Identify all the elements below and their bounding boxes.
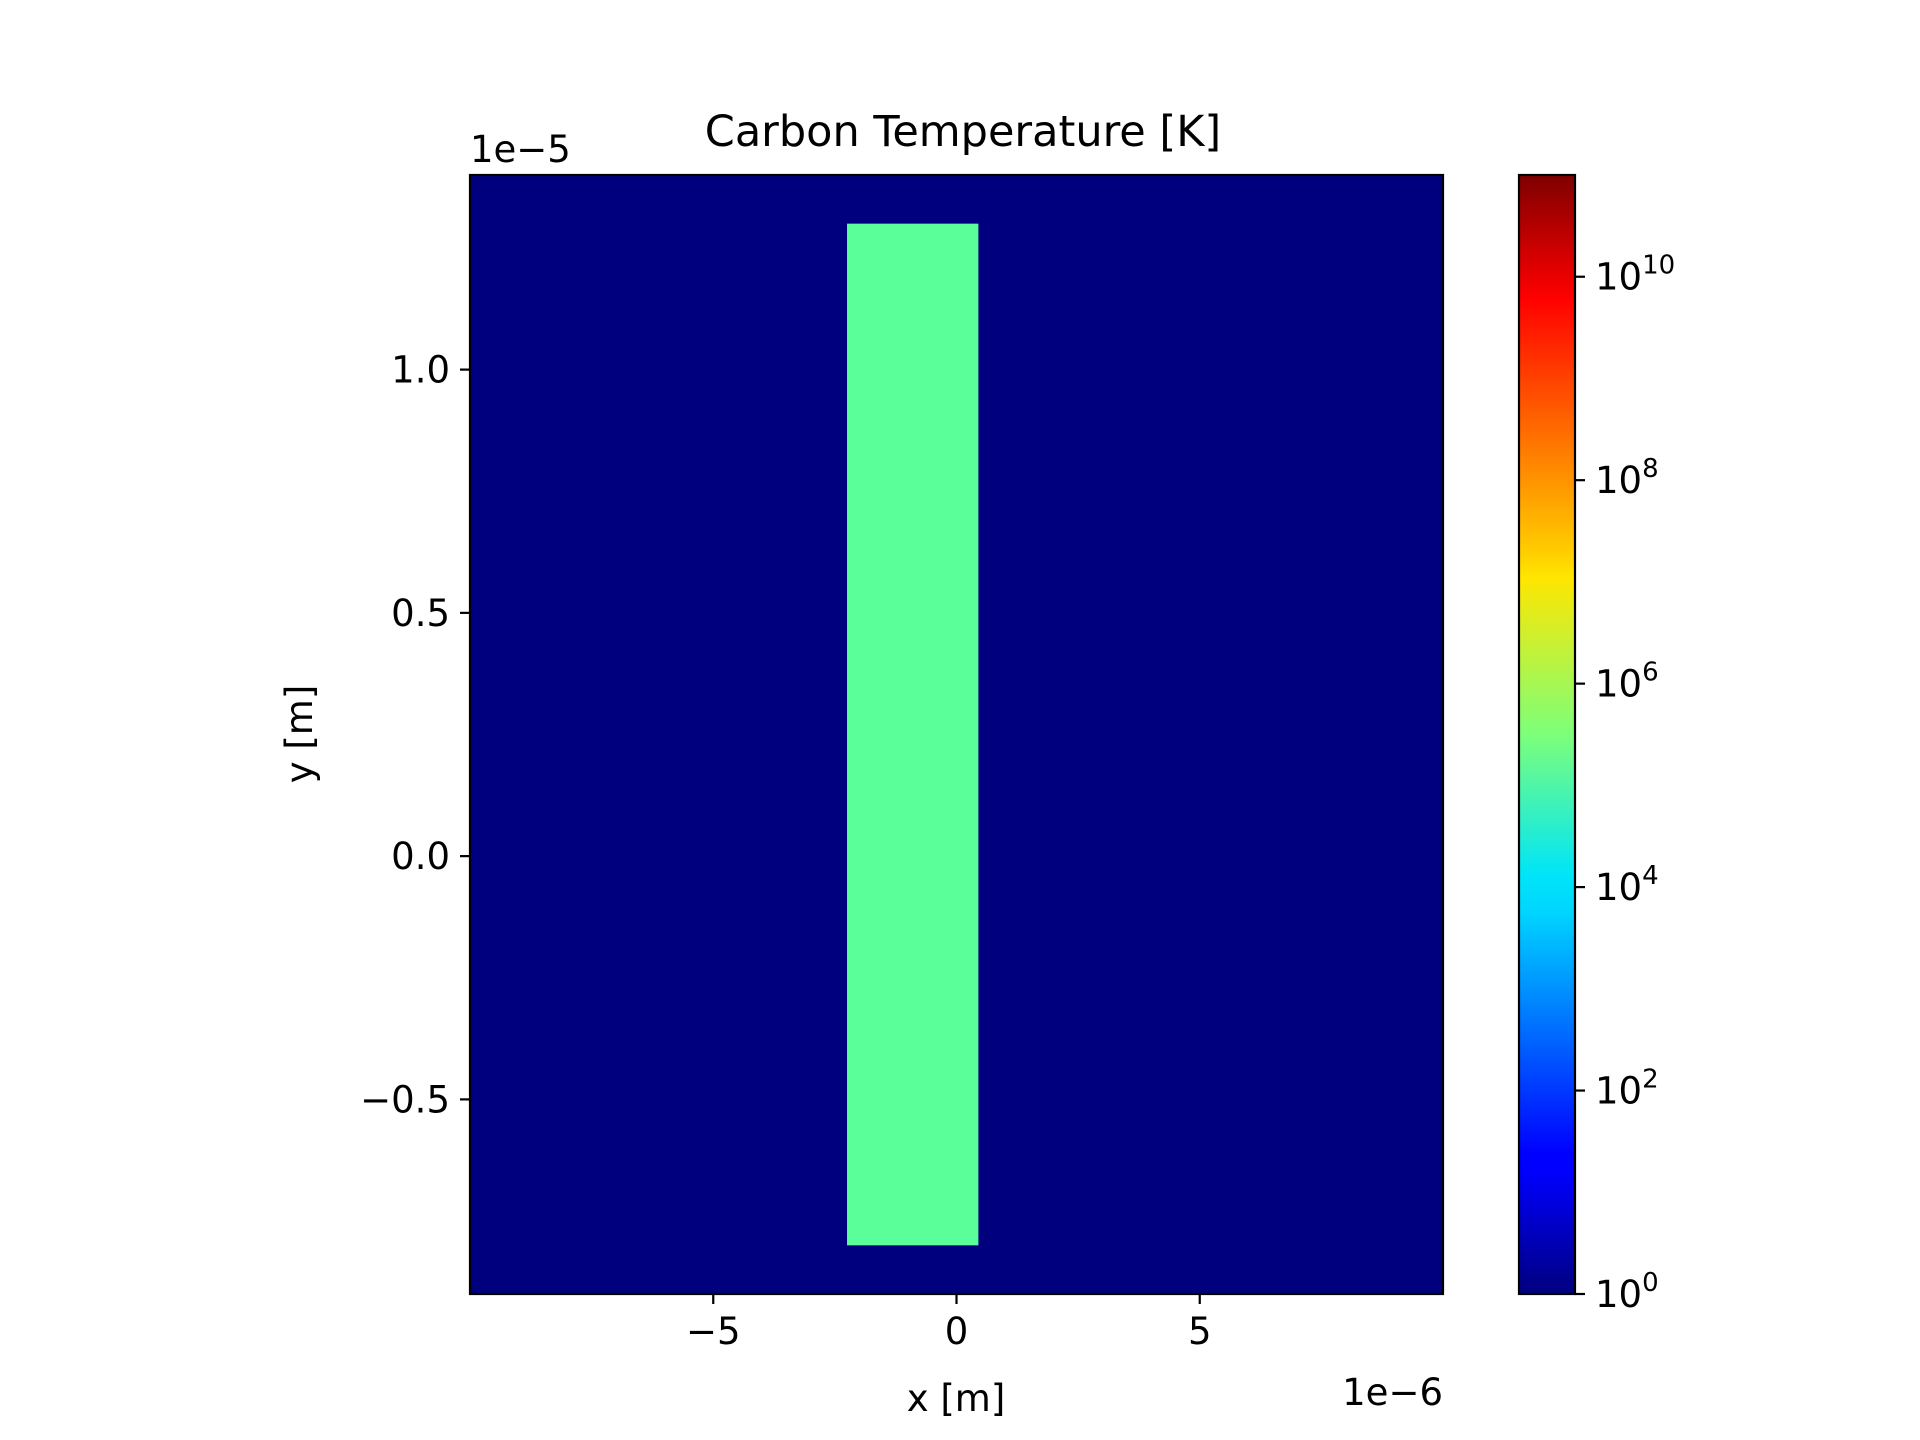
y-tick-label: −0.5: [360, 1078, 450, 1121]
colorbar-gradient: [1519, 175, 1575, 1294]
colorbar-tick-label: 1010: [1595, 251, 1675, 299]
y-offset-text: 1e−5: [470, 128, 571, 171]
chart-title: Carbon Temperature [K]: [705, 107, 1221, 157]
x-axis-ticks: −5 0 5: [686, 1294, 1212, 1353]
colorbar-frame: [1517, 173, 1577, 1296]
x-tick-label: 0: [945, 1310, 969, 1353]
y-tick-label: 1.0: [391, 349, 450, 392]
heatmap-regions: [847, 223, 979, 1246]
x-tick-label: 5: [1188, 1310, 1212, 1353]
x-offset-text: 1e−6: [1342, 1371, 1443, 1414]
colorbar-tick-label: 106: [1595, 658, 1659, 706]
heatmap-region-carbon: [847, 223, 979, 1246]
y-axis-ticks: 1.0 0.5 0.0 −0.5: [360, 349, 470, 1121]
y-tick-label: 0.0: [391, 835, 450, 878]
x-axis-label: x [m]: [907, 1377, 1006, 1420]
colorbar-tick-label: 102: [1595, 1065, 1659, 1113]
y-tick-label: 0.5: [391, 592, 450, 635]
colorbar-tick-label: 108: [1595, 454, 1659, 502]
y-axis-label: y [m]: [278, 685, 321, 784]
colorbar: 100 102 104 106 108 1010: [1517, 173, 1675, 1316]
colorbar-tick-label: 104: [1595, 861, 1659, 909]
plot-area: [468, 173, 1445, 1296]
colorbar-ticks: 100 102 104 106 108 1010: [1575, 251, 1675, 1316]
colorbar-tick-label: 100: [1595, 1268, 1659, 1316]
x-tick-label: −5: [686, 1310, 741, 1353]
